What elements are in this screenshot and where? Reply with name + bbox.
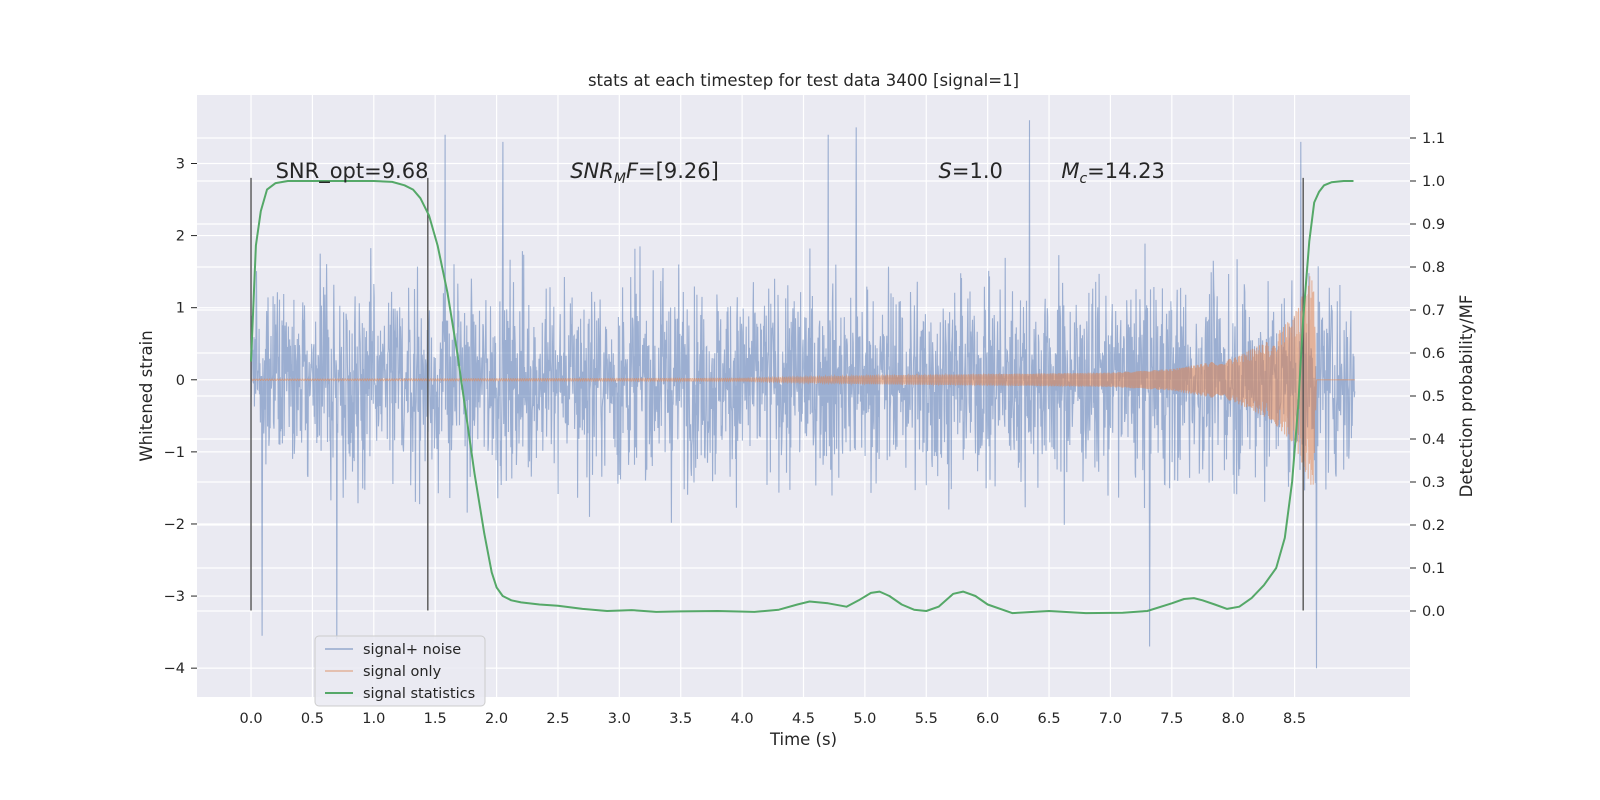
y-right-tick-label: 1.0 [1422, 174, 1445, 190]
x-tick-label: 3.0 [608, 711, 631, 727]
y-tick-label: 3 [176, 156, 185, 172]
y-right-tick-label: 0.8 [1422, 260, 1445, 276]
y-tick-label: −1 [164, 445, 185, 461]
y-right-tick-label: 0.0 [1422, 604, 1445, 620]
y-right-tick-label: 0.4 [1422, 432, 1445, 448]
signal-plus-noise-line [250, 120, 1356, 669]
x-tick-label: 2.5 [546, 711, 569, 727]
x-tick-label: 0.5 [301, 711, 324, 727]
x-tick-label: 1.0 [362, 711, 385, 727]
x-tick-label: 5.5 [915, 711, 938, 727]
x-axis-label: Time (s) [769, 730, 837, 749]
y-right-tick-label: 0.2 [1422, 518, 1445, 534]
signal-statistics-line [250, 180, 1354, 615]
series-signal-statistics [250, 180, 1354, 615]
x-tick-label: 6.5 [1038, 711, 1061, 727]
y-right-tick-label: 0.5 [1422, 389, 1445, 405]
x-tick-label: 4.0 [731, 711, 754, 727]
series-signal-only [250, 276, 1355, 485]
legend-box [314, 635, 486, 707]
legend-label: signal only [363, 664, 442, 680]
y-tick-label: 1 [176, 301, 185, 317]
annotation-2: S=1.0 [939, 159, 1003, 183]
x-tick-label: 7.5 [1160, 711, 1183, 727]
x-tick-label: 2.0 [485, 711, 508, 727]
y-right-tick-label: 0.6 [1422, 346, 1445, 362]
y-tick-label: 2 [176, 229, 185, 245]
x-tick-label: 0.0 [239, 711, 262, 727]
y-right-tick-label: 0.3 [1422, 475, 1445, 491]
annotation-1: SNRMF=[9.26] [570, 159, 719, 187]
series-signal-plus-noise [250, 120, 1356, 669]
x-tick-label: 4.5 [792, 711, 815, 727]
x-tick-label: 8.0 [1222, 711, 1245, 727]
y-tick-label: −2 [164, 517, 185, 533]
y-right-axis-label: Detection probability/MF [1457, 295, 1476, 498]
y-right-tick-label: 0.9 [1422, 217, 1445, 233]
y-tick-label: −3 [164, 589, 185, 605]
x-tick-label: 1.5 [424, 711, 447, 727]
legend-label: signal statistics [363, 686, 475, 702]
y-right-tick-labels: 0.0 0.1 0.2 0.3 0.4 0.5 0.6 0.7 0.8 0.9 1.0 1.1 [1410, 131, 1445, 620]
y-right-tick-label: 1.1 [1422, 131, 1445, 147]
annotation-3: Mc=14.23 [1061, 159, 1165, 187]
y-right-tick-label: 0.1 [1422, 561, 1445, 577]
x-tick-label: 7.0 [1099, 711, 1122, 727]
legend-label: signal+ noise [363, 642, 461, 658]
x-tick-label: 8.5 [1283, 711, 1306, 727]
signal-only-line [250, 276, 1355, 485]
y-axis-label: Whitened strain [137, 330, 156, 461]
y-tick-labels: −4 −3 −2 −1 0 1 2 3 [164, 156, 197, 677]
x-tick-labels: 0.0 0.5 1.0 1.5 2.0 2.5 3.0 3.5 4.0 4.5 5.0 5.5 6.0 6… [239, 711, 1306, 727]
x-tick-label: 6.0 [976, 711, 999, 727]
x-tick-label: 5.0 [853, 711, 876, 727]
y-tick-label: 0 [176, 373, 185, 389]
annotation-0: SNR_opt=9.68 [276, 159, 429, 184]
y-right-tick-label: 0.7 [1422, 303, 1445, 319]
vertical-markers [250, 177, 1304, 611]
x-tick-label: 3.5 [669, 711, 692, 727]
annotations: SNR_opt=9.68 SNRMF=[9.26] S=1.0 Mc=14.23 [276, 159, 1165, 187]
chart-title: stats at each timestep for test data 340… [588, 71, 1019, 90]
legend: signal+ noise signal only signal statistic… [314, 635, 486, 707]
y-tick-label: −4 [164, 661, 185, 677]
